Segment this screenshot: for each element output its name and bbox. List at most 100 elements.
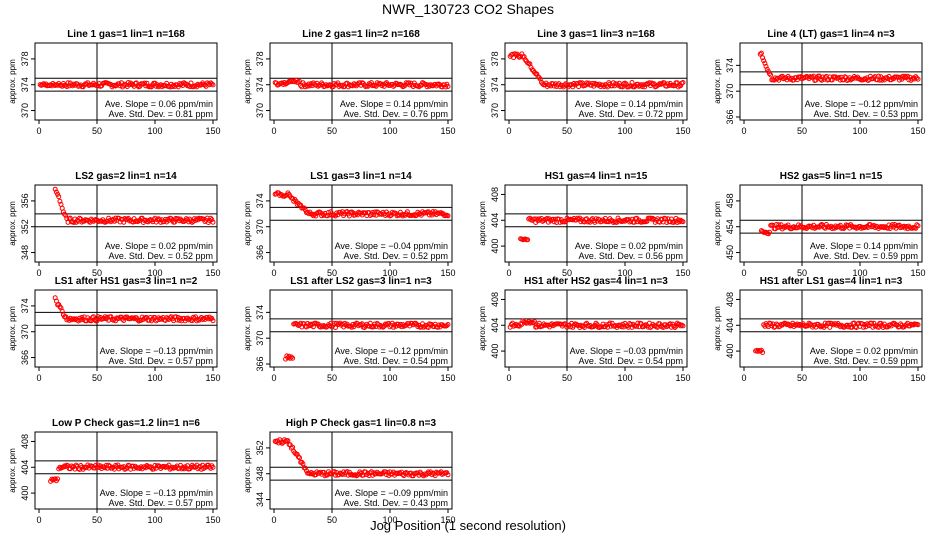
page-title: NWR_130723 CO2 Shapes	[382, 1, 554, 17]
slope-annotation: Ave. Slope = 0.14 ppm/min	[810, 241, 918, 251]
y-tick-label: 400	[20, 486, 30, 501]
data-point	[41, 81, 47, 87]
y-tick-label: 404	[490, 318, 500, 333]
x-tick-label: 150	[910, 373, 925, 383]
data-point	[843, 222, 849, 228]
data-point	[371, 324, 377, 330]
data-point	[66, 83, 72, 89]
data-point	[209, 81, 215, 87]
std-annotation: Ave. Std. Dev. = 0.43 ppm	[344, 498, 448, 508]
data-point	[290, 196, 296, 201]
data-point	[381, 83, 387, 89]
data-point	[394, 213, 400, 219]
data-point	[914, 222, 920, 228]
data-point	[445, 84, 451, 89]
x-tick-label: 0	[271, 373, 276, 383]
data-point	[757, 51, 763, 57]
data-point	[91, 314, 96, 320]
chart-title: LS1 after LS2 gas=3 lin=1 n=3	[290, 276, 432, 287]
plot-frame	[34, 431, 218, 510]
data-point	[760, 55, 766, 61]
data-point	[678, 83, 684, 89]
data-point	[55, 476, 61, 482]
data-point	[584, 320, 590, 326]
chart-title: Line 4 (LT) gas=1 lin=4 n=3	[767, 29, 895, 40]
data-point	[444, 323, 450, 329]
data-point	[609, 320, 615, 326]
x-tick-label: 100	[617, 268, 632, 278]
std-annotation: Ave. Std. Dev. = 0.54 ppm	[579, 356, 683, 366]
data-point	[881, 321, 887, 327]
data-point	[813, 77, 819, 83]
data-point	[352, 212, 358, 218]
data-point	[108, 314, 114, 320]
data-point	[380, 324, 386, 330]
data-point	[914, 75, 920, 81]
data-point	[829, 226, 835, 232]
data-point	[786, 75, 792, 81]
y-tick-label: 454	[725, 219, 735, 234]
y-tick-label: 374	[20, 77, 30, 92]
slope-annotation: Ave. Slope = −0.13 ppm/min	[100, 488, 213, 498]
slope-annotation: Ave. Slope = 0.06 ppm/min	[105, 99, 213, 109]
data-point	[768, 72, 774, 78]
data-point	[294, 451, 300, 457]
x-tick-label: 50	[327, 126, 337, 136]
y-tick-label: 374	[255, 193, 265, 208]
x-tick-label: 100	[617, 373, 632, 383]
data-point	[290, 355, 296, 361]
y-tick-label: 366	[20, 350, 30, 365]
data-point	[371, 212, 377, 218]
data-point	[209, 217, 215, 223]
y-tick-label: 378	[255, 51, 265, 66]
data-point	[642, 84, 648, 90]
data-point	[106, 462, 112, 468]
y-tick-label: 366	[255, 356, 265, 371]
x-tick-label: 100	[382, 268, 397, 278]
data-point	[144, 80, 150, 86]
data-point	[551, 219, 557, 225]
chart-panel: HS2 gas=5 lin=1 n=15 0 50 100 150 450 454 458ap…	[713, 171, 926, 278]
x-tick-label: 0	[36, 515, 41, 525]
x-tick-label: 150	[205, 373, 220, 383]
data-point	[92, 465, 98, 471]
x-tick-label: 100	[147, 373, 162, 383]
x-tick-label: 50	[797, 268, 807, 278]
data-point	[79, 219, 85, 225]
data-point	[588, 217, 594, 223]
data-point	[178, 82, 183, 88]
data-point	[56, 194, 62, 200]
y-axis-label: approx. ppm	[713, 306, 722, 351]
y-tick-label: 404	[490, 213, 500, 228]
chart-panel: Line 2 gas=1 lin=2 n=168 0 50 100 150 370 374 3…	[243, 29, 456, 136]
x-tick-label: 100	[382, 373, 397, 383]
x-tick-label: 50	[562, 268, 572, 278]
data-point	[208, 465, 214, 471]
data-point	[142, 80, 148, 86]
data-point	[149, 465, 154, 471]
plot-frame	[739, 289, 923, 368]
plot-frame	[504, 289, 688, 368]
y-tick-label: 352	[255, 440, 265, 455]
x-tick-label: 0	[36, 126, 41, 136]
x-tick-label: 150	[675, 373, 690, 383]
y-tick-label: 374	[725, 58, 735, 73]
y-axis-label: approx. ppm	[8, 306, 17, 351]
data-point	[594, 81, 600, 87]
data-point	[809, 74, 815, 80]
y-tick-label: 352	[20, 219, 30, 234]
data-point	[349, 324, 355, 330]
plot-frame	[504, 42, 688, 121]
y-tick-label: 370	[725, 84, 735, 99]
x-tick-label: 50	[562, 126, 572, 136]
y-axis-label: approx. ppm	[243, 201, 252, 246]
data-point	[763, 63, 769, 69]
data-point	[78, 317, 84, 323]
data-point	[49, 83, 55, 89]
data-point	[210, 464, 216, 470]
data-point	[81, 82, 87, 88]
data-point	[277, 437, 283, 443]
data-point	[175, 315, 181, 320]
data-point	[890, 222, 895, 228]
data-point	[210, 219, 216, 225]
